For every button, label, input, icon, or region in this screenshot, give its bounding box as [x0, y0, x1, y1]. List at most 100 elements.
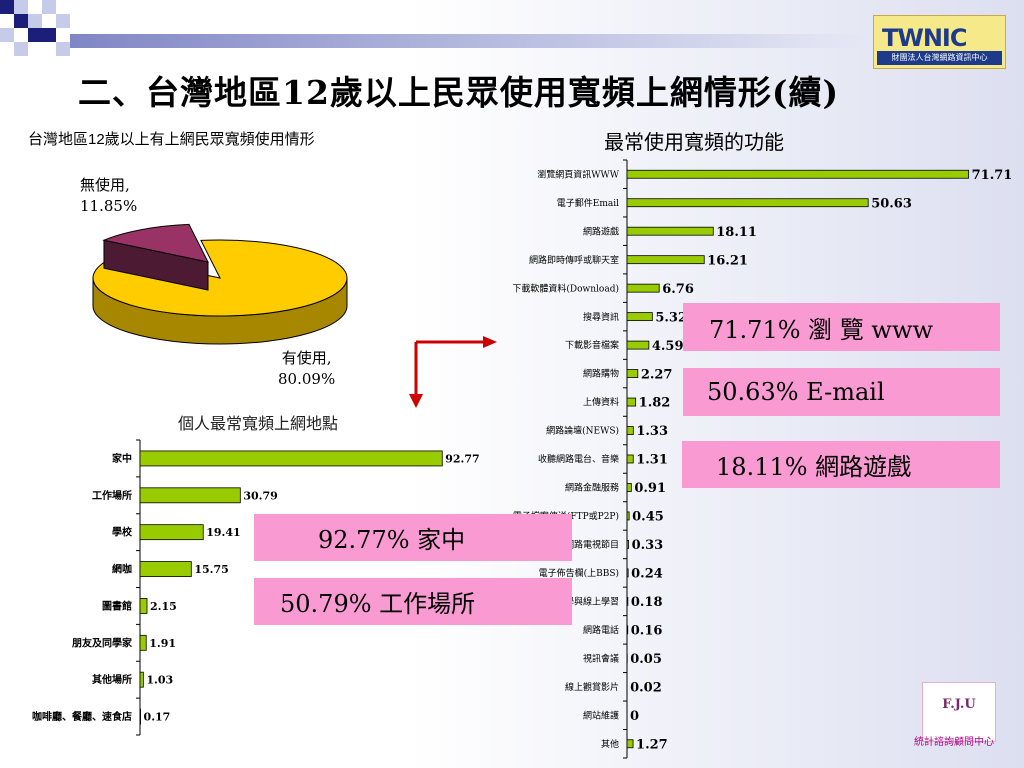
callout-workplace: 50.79% 工作場所 [254, 578, 572, 625]
data-label: 0.16 [631, 624, 663, 639]
deco-square [14, 14, 28, 28]
bar [626, 226, 714, 236]
data-label: 0.91 [634, 481, 666, 496]
deco-square [28, 14, 42, 28]
callout-browse-www: 71.71% 瀏 覽 www [683, 303, 1000, 351]
category-label: 其他場所 [92, 673, 132, 686]
red-arrow [409, 336, 497, 408]
bar [626, 169, 970, 179]
bar [626, 312, 653, 322]
data-label: 15.75 [194, 563, 228, 576]
data-label: 18.11 [716, 225, 757, 240]
category-label: 網路電視節目 [565, 539, 619, 551]
category-label: 網站維護 [583, 709, 619, 721]
category-label: 收聽網路電台、音樂 [538, 453, 619, 465]
category-label: 下載軟體資料(Download) [512, 282, 619, 294]
data-label: 0.24 [631, 567, 663, 582]
bar [626, 397, 637, 407]
deco-square [14, 0, 28, 14]
data-label: 1.31 [636, 453, 668, 468]
data-label: 50.63 [871, 196, 912, 211]
page-title: 二、台灣地區12歲以上民眾使用寬頻上網情形(續) [78, 73, 840, 112]
data-label: 4.59 [652, 339, 684, 354]
category-label: 網路金融服務 [565, 482, 619, 494]
red-arrow-head-right [483, 336, 497, 348]
data-label: 0.02 [630, 680, 662, 695]
bar [626, 625, 629, 635]
bar [626, 369, 639, 378]
bar [626, 255, 705, 265]
deco-square [0, 0, 14, 14]
category-label: 網路論壇(NEWS) [546, 425, 619, 437]
twnic-logo: TWNIC 財團法人台灣網路資訊中心 [873, 15, 1006, 69]
category-label: 網路電話 [583, 624, 619, 636]
pie-label-use-name: 有使用, [281, 349, 332, 367]
data-label: 6.76 [662, 282, 694, 297]
pie-label-use-value: 80.09% [278, 370, 336, 388]
deco-square [0, 28, 14, 42]
deco-square [56, 42, 70, 56]
deco-square [42, 28, 56, 42]
pie-slice-no-use [102, 223, 209, 263]
category-label: 網路購物 [583, 368, 619, 380]
bar [139, 487, 241, 504]
data-label: 16.21 [707, 253, 748, 268]
data-label: 1.91 [149, 637, 176, 650]
pie-slice-no-use-side [103, 239, 209, 291]
pie-chart-title: 台灣地區12歲以上有上網民眾寬頻使用情形 [28, 131, 315, 148]
data-label: 30.79 [243, 489, 277, 502]
category-label: 瀏覽網頁資訊WWW [537, 168, 620, 180]
pie-label-no-use: 無使用, 11.85% [80, 175, 137, 217]
pie-label-use: 有使用, 80.09% [278, 348, 335, 390]
data-label: 0.18 [631, 595, 663, 610]
twnic-logo-subtitle: 財團法人台灣網路資訊中心 [877, 51, 1002, 65]
bar [626, 283, 660, 293]
data-label: 0.05 [630, 652, 662, 667]
bar [626, 739, 634, 749]
bar [626, 340, 650, 350]
bar [139, 561, 192, 577]
bar [626, 540, 629, 549]
category-label: 線上觀賞影片 [565, 681, 619, 693]
category-label: 網路即時傳呼或聊天室 [529, 254, 619, 266]
bar [139, 671, 144, 688]
pie-label-no-use-name: 無使用, [80, 176, 130, 194]
bar [139, 708, 141, 725]
category-label: 網路遊戲 [583, 225, 619, 237]
category-label: 電子郵件Email [557, 197, 619, 209]
bar [626, 568, 629, 578]
title-rule [70, 34, 870, 48]
deco-square [56, 14, 70, 28]
data-label: 0.45 [632, 510, 664, 525]
data-label: 19.41 [206, 526, 240, 539]
deco-square [42, 0, 56, 14]
category-label: 網咖 [112, 563, 132, 576]
bar [139, 598, 148, 614]
data-label: 1.33 [636, 424, 668, 439]
category-label: 工作場所 [92, 489, 132, 502]
bar [626, 198, 869, 208]
category-label: 朋友及同學家 [71, 636, 133, 649]
data-label: 1.03 [146, 674, 173, 687]
fju-logo-word: F.J.U [942, 697, 976, 712]
bar [626, 511, 630, 521]
bar [626, 596, 629, 606]
twnic-logo-word: TWNIC [882, 24, 967, 52]
category-label: 其他 [601, 738, 619, 750]
location-chart-title: 個人最常寬頻上網地點 [178, 416, 339, 433]
function-chart-title: 最常使用寬頻的功能 [604, 132, 784, 154]
data-label: 92.77 [445, 452, 479, 465]
data-label: 0.17 [144, 711, 171, 724]
data-label: 2.15 [150, 600, 177, 613]
pie-slice-use [92, 239, 348, 317]
pie-label-no-use-value: 11.85% [80, 197, 138, 215]
bar [139, 524, 204, 541]
category-label: 下載影音檔案 [565, 339, 619, 351]
data-label: 0.33 [632, 538, 664, 553]
bar [626, 483, 632, 492]
category-label: 咖啡廳、餐廳、速食店 [32, 710, 132, 723]
bar [626, 454, 634, 464]
callout-home: 92.77% 家中 [254, 514, 572, 561]
category-label: 上傳資料 [583, 396, 619, 408]
callout-email: 50.63% E-mail [683, 368, 1000, 416]
